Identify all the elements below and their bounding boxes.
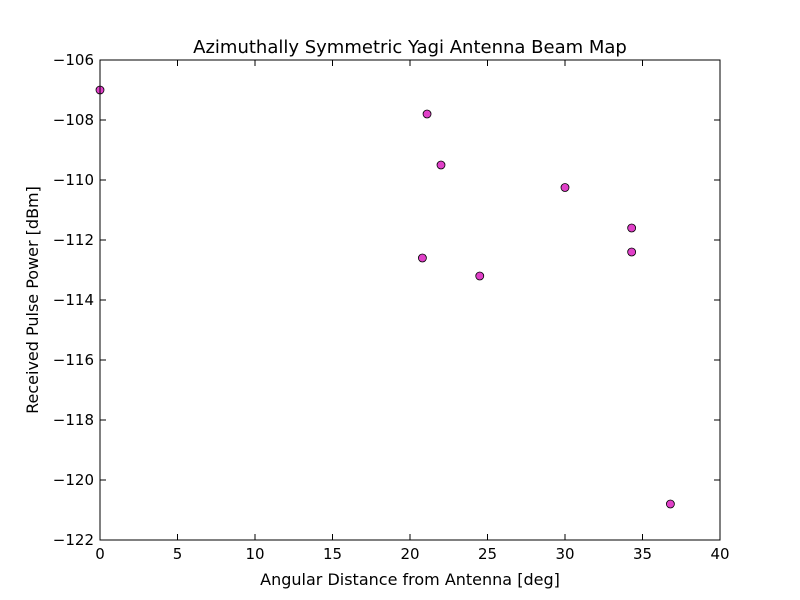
- x-axis-label: Angular Distance from Antenna [deg]: [260, 570, 560, 589]
- x-tick-label: 10: [245, 545, 264, 563]
- x-tick-label: 25: [478, 545, 497, 563]
- x-tick-label: 30: [555, 545, 574, 563]
- x-tick-label: 35: [633, 545, 652, 563]
- data-point: [422, 109, 432, 119]
- y-tick-label: −116: [53, 351, 94, 369]
- data-point: [627, 223, 637, 233]
- y-tick-label: −106: [53, 51, 94, 69]
- x-tick-label: 0: [95, 545, 105, 563]
- y-tick-label: −108: [53, 111, 94, 129]
- plot-area: 0 5 10 15 20 25 30 35 40 −122 −120 −118 −116 −114 −112…: [53, 51, 730, 563]
- x-tick-label: 5: [173, 545, 183, 563]
- y-tick-label: −118: [53, 411, 94, 429]
- x-tick-label: 20: [400, 545, 419, 563]
- y-tick-label: −110: [53, 171, 94, 189]
- data-point: [436, 160, 446, 170]
- data-point: [560, 183, 570, 192]
- y-tick-label: −122: [53, 531, 94, 549]
- y-tick-label: −120: [53, 471, 94, 489]
- data-point: [666, 499, 675, 509]
- y-axis-label: Received Pulse Power [dBm]: [23, 186, 42, 414]
- x-tick-label: 15: [323, 545, 342, 563]
- y-tick-label: −112: [53, 231, 94, 249]
- plot-frame: [99, 59, 721, 541]
- chart-title: Azimuthally Symmetric Yagi Antenna Beam …: [193, 37, 627, 58]
- data-point: [417, 253, 427, 263]
- x-tick-label: 40: [710, 545, 729, 563]
- data-point: [627, 247, 637, 257]
- y-tick-label: −114: [53, 291, 94, 309]
- data-point: [475, 271, 485, 281]
